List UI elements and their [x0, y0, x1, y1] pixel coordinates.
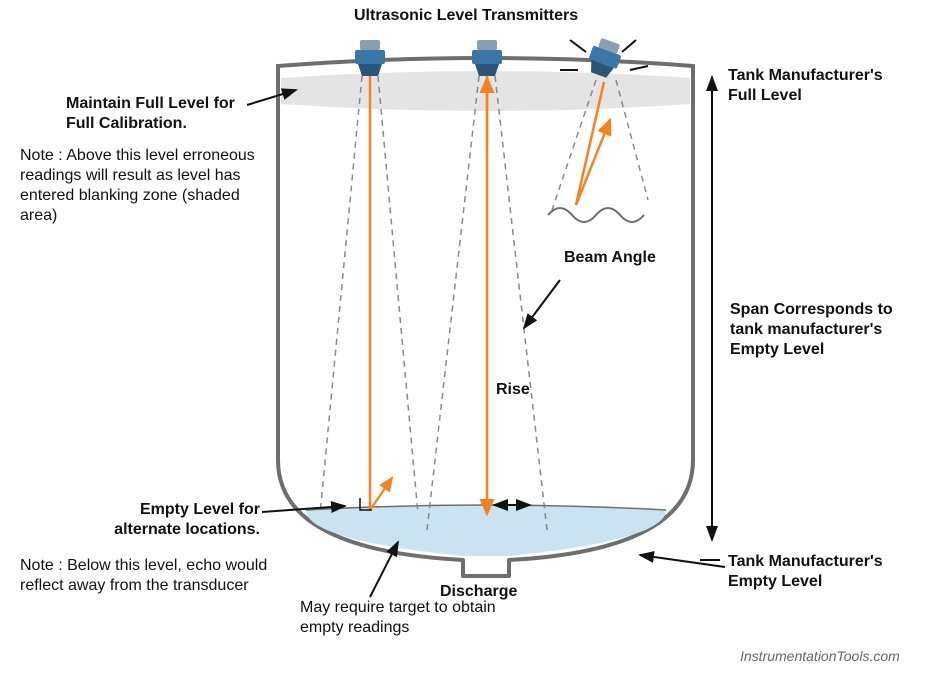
- empty-alt-note: Note : Below this level, echo would refl…: [20, 556, 270, 596]
- empty-alt-label: Empty Level for alternate locations.: [90, 500, 260, 540]
- title: Ultrasonic Level Transmitters: [354, 6, 578, 26]
- tank-empty-label: Tank Manufacturer's Empty Level: [728, 552, 918, 592]
- maintain-full-note: Note : Above this level erroneous readin…: [20, 146, 272, 226]
- blanking-zone: [281, 71, 690, 111]
- rise-label: Rise: [496, 380, 530, 400]
- span-label: Span Corresponds to tank manufacturer's …: [730, 300, 920, 360]
- target-note: May require target to obtain empty readi…: [300, 598, 500, 638]
- discharge-label: Discharge: [440, 582, 517, 602]
- tank-full-label: Tank Manufacturer's Full Level: [728, 66, 908, 106]
- sensor-1: [355, 40, 385, 76]
- watermark: InstrumentationTools.com: [740, 648, 900, 666]
- sensor-2: [472, 40, 502, 76]
- callout-beam-angle: [524, 280, 560, 328]
- beam-angle-label: Beam Angle: [564, 248, 656, 268]
- maintain-full-label: Maintain Full Level for Full Calibration…: [66, 94, 256, 134]
